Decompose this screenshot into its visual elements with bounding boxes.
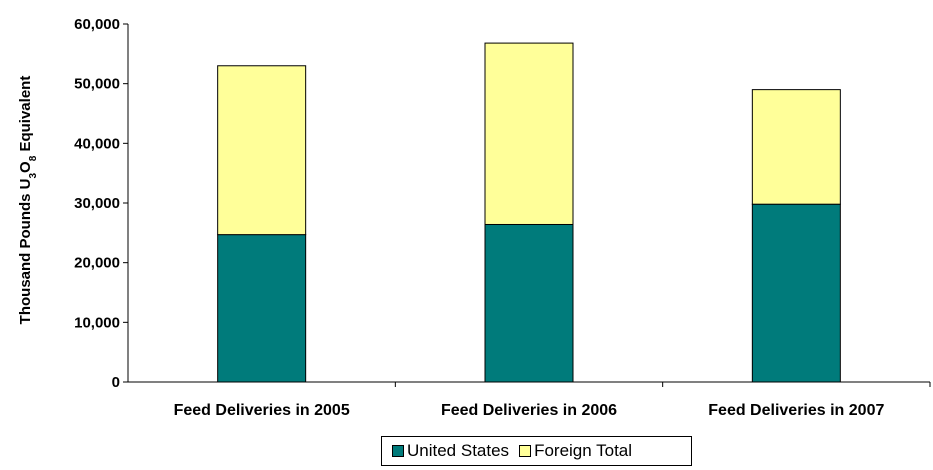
x-category-label: Feed Deliveries in 2005 (174, 402, 350, 419)
legend-label-foreign-total: Foreign Total (534, 441, 633, 460)
legend-swatch-united-states (392, 445, 404, 457)
y-tick-label: 60,000 (74, 16, 120, 33)
y-tick-label: 10,000 (74, 314, 120, 331)
y-axis-label-part2: O (17, 161, 34, 173)
y-tick-label: 0 (112, 374, 120, 391)
legend-label-united-states: United States (407, 441, 510, 460)
y-axis-label: Thousand Pounds U3O8 Equivalent (17, 76, 39, 325)
bar-foreign-total (217, 65, 307, 236)
bar-foreign-total (751, 89, 841, 205)
y-tick-label: 40,000 (74, 135, 120, 152)
x-category-label: Feed Deliveries in 2006 (441, 402, 617, 419)
x-axis-ticks (394, 382, 931, 387)
bar-foreign-total (484, 42, 574, 225)
y-tick-label: 30,000 (74, 195, 120, 212)
bar-united-states (751, 203, 841, 383)
y-tick-label: 20,000 (74, 255, 120, 272)
x-category-label: Feed Deliveries in 2007 (708, 402, 884, 419)
y-axis-ticks: 0 10,000 20,000 30,000 40,000 50,000 60,000 (74, 16, 128, 391)
bar-united-states (484, 223, 574, 383)
y-axis-label-sub1: 3 (28, 173, 39, 179)
y-axis-label-part1: Thousand Pounds U (17, 179, 34, 325)
bar-united-states (217, 234, 307, 383)
bars (217, 42, 841, 383)
y-tick-label: 50,000 (74, 76, 120, 93)
legend-item-foreign-total: Foreign Total (519, 441, 632, 461)
legend-swatch-foreign-total (519, 445, 532, 457)
legend: United States Foreign Total (381, 436, 692, 466)
y-axis-label-part3: Equivalent (17, 76, 34, 156)
y-axis-label-sub2: 8 (28, 155, 39, 161)
legend-item-united-states: United States (392, 441, 509, 461)
x-axis-category-labels: Feed Deliveries in 2005 Feed Deliveries i… (174, 402, 885, 419)
